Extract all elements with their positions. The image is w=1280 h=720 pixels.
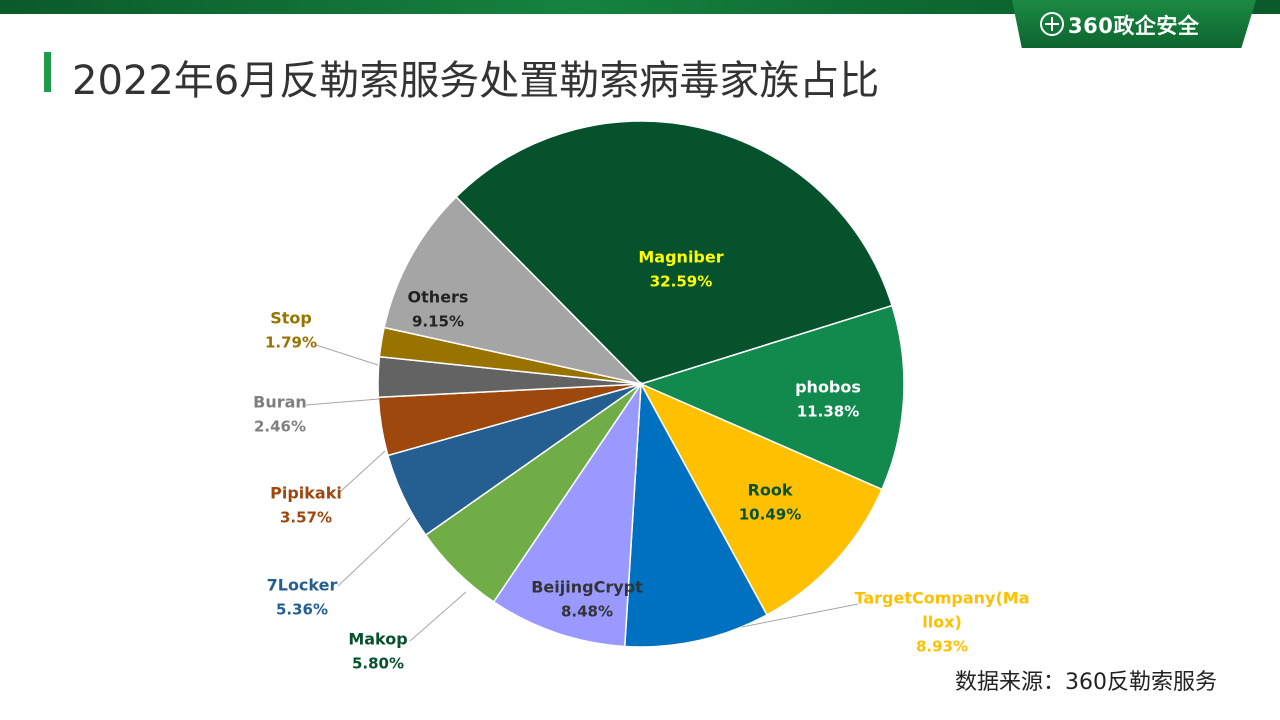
leader-line-targetcompany-ma-llox [741,603,859,628]
pie-slice-beijingcrypt [492,381,642,648]
pie-slice-targetcompany-ma-llox [623,381,768,648]
slice-value-stop: 1.79% [265,334,317,352]
slice-label-magniber: Magniber [638,248,723,267]
leader-line-pipikaki [339,450,386,493]
slice-value-pipikaki: 3.57% [280,509,332,527]
title-accent-bar [44,52,51,92]
page-title: 2022年6月反勒索服务处置勒索病毒家族占比 [72,58,880,104]
slice-value-targetcompany-ma-llox: 8.93% [916,638,968,656]
leader-line-makop [409,591,467,642]
pie-slice-rook [639,382,883,616]
slice-label-beijingcrypt: BeijingCrypt [531,578,643,597]
leader-line-7locker [337,517,411,587]
slice-label-7locker: 7Locker [267,576,338,595]
slice-value-phobos: 11.38% [797,403,859,421]
slice-value-makop: 5.80% [352,655,404,673]
slice-value-rook: 10.49% [739,506,801,524]
slice-value-7locker: 5.36% [276,601,328,619]
pie-slice-others [383,195,644,386]
leader-line-buran [305,398,380,406]
slice-value-others: 9.15% [412,313,464,331]
slice-label-targetcompany-ma-llox-line-1: TargetCompany(Ma [855,589,1030,608]
brand-logo-icon [1040,12,1064,36]
slice-label-phobos: phobos [795,378,861,397]
pie-slice-magniber [455,120,893,385]
slice-label-targetcompany-ma-llox-line-2: llox) [922,613,962,632]
slice-label-rook: Rook [748,481,793,500]
pie-slice-phobos [638,304,905,491]
slice-label-pipikaki: Pipikaki [270,484,342,503]
brand-name: 360政企安全 [1068,14,1200,38]
slice-value-magniber: 32.59% [650,273,712,291]
data-source-note: 数据来源：360反勒索服务 [955,670,1217,695]
slice-label-others: Others [408,288,469,307]
top-banner [0,0,1280,14]
slice-label-buran: Buran [253,393,307,412]
slice-label-stop: Stop [270,309,312,328]
slice-value-beijingcrypt: 8.48% [561,603,613,621]
slice-label-makop: Makop [348,630,407,649]
leader-line-stop [315,344,379,366]
slice-value-buran: 2.46% [254,418,306,436]
